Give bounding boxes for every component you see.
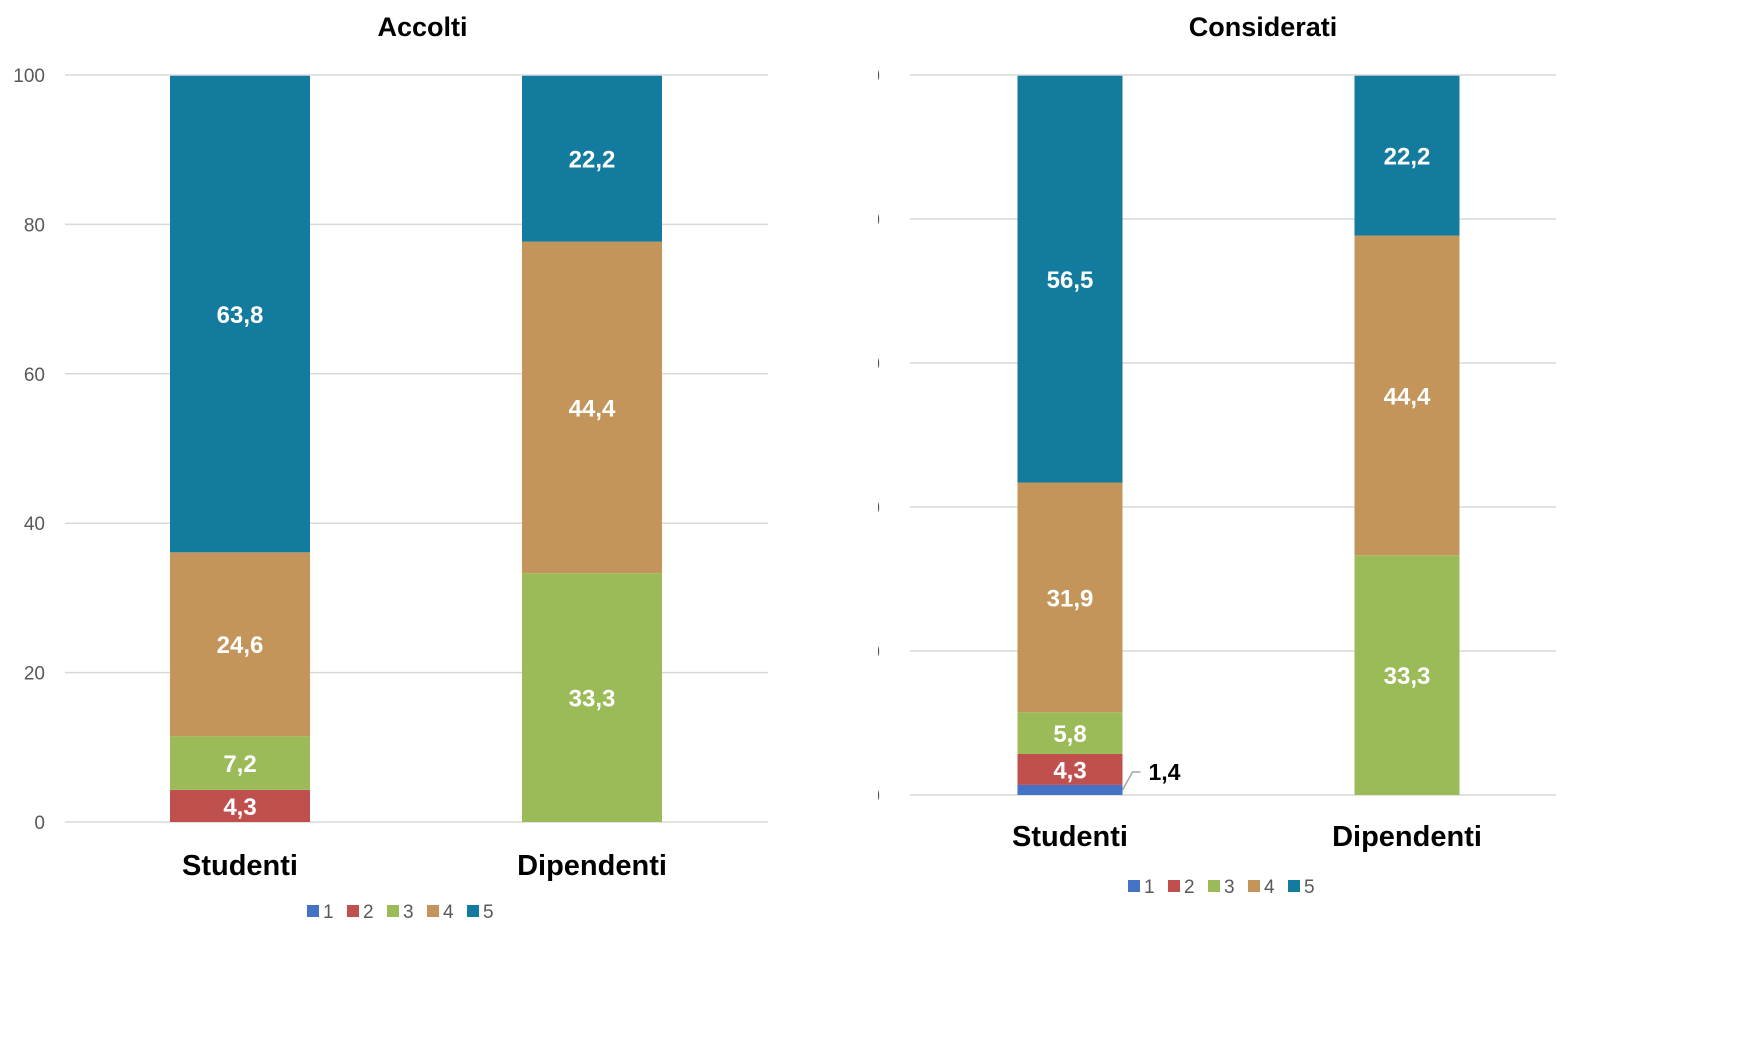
bar-segment-studenti-4 xyxy=(170,552,310,737)
data-label: 4,3 xyxy=(223,794,256,821)
y-tick-label: 20 xyxy=(24,664,45,685)
chart-svg: Accolti 0 20 40 60 80 100 4,3 7,2 24,6 63,8 Student… xyxy=(13,12,768,923)
y-tick-label: 20 xyxy=(878,642,880,663)
legend-swatch xyxy=(1168,880,1180,892)
bar-segment-studenti-2 xyxy=(170,789,310,822)
bar-segment-dipendenti-3 xyxy=(1354,555,1460,795)
y-tick-label: 80 xyxy=(878,210,880,231)
chart-svg: Considerati 0 20 40 60 80 100 1,4 4,3 5,8 31,9 56,5… xyxy=(848,12,1556,898)
legend-label: 3 xyxy=(403,902,414,923)
data-label: 63,8 xyxy=(217,302,264,329)
legend-label: 1 xyxy=(1144,877,1155,898)
y-tick-label: 60 xyxy=(878,354,880,375)
data-label: 44,4 xyxy=(569,395,616,422)
y-tick-label: 40 xyxy=(878,498,880,519)
bar-segment-studenti-2 xyxy=(1017,753,1123,785)
legend-swatch xyxy=(1248,880,1260,892)
legend-label: 1 xyxy=(323,902,334,923)
legend-label: 4 xyxy=(443,902,454,923)
legend-swatch xyxy=(467,905,479,917)
data-label: 24,6 xyxy=(217,632,264,659)
legend-swatch xyxy=(427,905,439,917)
chart-accolti: Accolti 0 20 40 60 80 100 4,3 7,2 24,6 63,8 Student… xyxy=(0,0,878,1040)
bar-segment-studenti-3 xyxy=(170,736,310,790)
data-label: 44,4 xyxy=(1384,383,1431,410)
bar-segment-studenti-4 xyxy=(1017,482,1123,713)
data-label: 1,4 xyxy=(1149,759,1181,785)
data-label: 7,2 xyxy=(223,751,256,778)
y-tick-label: 60 xyxy=(24,365,45,386)
category-label: Dipendenti xyxy=(517,850,667,882)
chart-title: Considerati xyxy=(1189,12,1338,42)
data-label: 4,3 xyxy=(1053,757,1086,784)
legend-label: 2 xyxy=(363,902,374,923)
legend-swatch xyxy=(347,905,359,917)
data-label: 56,5 xyxy=(1047,267,1094,294)
bar-segment-dipendenti-3 xyxy=(522,573,662,822)
leader-line xyxy=(1121,771,1141,791)
category-label: Studenti xyxy=(1012,821,1128,853)
bar-segment-dipendenti-5 xyxy=(522,75,662,242)
bar-segment-dipendenti-4 xyxy=(1354,235,1460,556)
legend-swatch xyxy=(1208,880,1220,892)
data-label: 31,9 xyxy=(1047,585,1094,612)
legend-swatch xyxy=(1288,880,1300,892)
data-label: 22,2 xyxy=(1384,144,1431,171)
legend-swatch xyxy=(1128,880,1140,892)
y-tick-label: 0 xyxy=(878,786,880,807)
data-label: 33,3 xyxy=(569,686,616,713)
legend-swatch xyxy=(387,905,399,917)
bar-segment-dipendenti-5 xyxy=(1354,75,1460,236)
data-label: 22,2 xyxy=(569,147,616,174)
legend-label: 5 xyxy=(483,902,494,923)
legend-swatch xyxy=(307,905,319,917)
data-label: 33,3 xyxy=(1384,663,1431,690)
y-tick-label: 0 xyxy=(34,813,45,834)
y-tick-label: 100 xyxy=(13,66,45,87)
bar-segment-studenti-1 xyxy=(1017,784,1123,795)
chart-title: Accolti xyxy=(377,12,467,42)
bar-segment-studenti-5 xyxy=(1017,75,1123,483)
data-label: 5,8 xyxy=(1053,721,1086,748)
category-label: Studenti xyxy=(182,850,298,882)
bar-segment-studenti-3 xyxy=(1017,712,1123,754)
legend-label: 3 xyxy=(1224,877,1235,898)
legend-label: 4 xyxy=(1264,877,1275,898)
legend-label: 5 xyxy=(1304,877,1315,898)
chart-considerati: Considerati 0 20 40 60 80 100 1,4 4,3 5,8 31,9 56,5… xyxy=(848,0,1756,1040)
y-tick-label: 40 xyxy=(24,514,45,535)
legend-label: 2 xyxy=(1184,877,1195,898)
category-label: Dipendenti xyxy=(1332,821,1482,853)
y-tick-label: 100 xyxy=(878,66,880,87)
y-tick-label: 80 xyxy=(24,215,45,236)
bar-segment-dipendenti-4 xyxy=(522,241,662,574)
bar-segment-studenti-5 xyxy=(170,75,310,553)
